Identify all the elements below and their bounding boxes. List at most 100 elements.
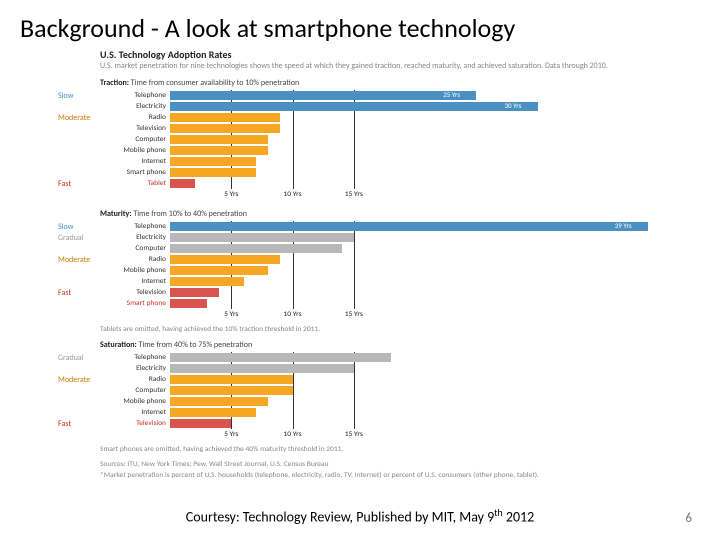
item-label: Radio	[100, 255, 170, 264]
item-label: Electricity	[100, 233, 170, 242]
bar	[170, 375, 293, 384]
bar-row: Smart phone	[100, 167, 660, 178]
bar	[170, 102, 538, 111]
category-label: Moderate	[58, 255, 90, 265]
x-axis: 5 Yrs 10 Yrs 15 Yrs	[170, 189, 660, 203]
category-label: Moderate	[58, 375, 90, 385]
bar-row: FastTelevision	[100, 418, 660, 429]
axis-tick: 15 Yrs	[345, 190, 363, 199]
item-label: Smart phone	[100, 168, 170, 177]
bar	[170, 157, 256, 166]
bar	[170, 168, 256, 177]
axis-tick: 15 Yrs	[345, 310, 363, 319]
bar-row: Computer	[100, 385, 660, 396]
item-label: Telephone	[100, 91, 170, 100]
slide-title: Background - A look at smartphone techno…	[0, 0, 720, 44]
section-header: Maturity: Time from 10% to 40% penetrati…	[100, 209, 660, 219]
bar	[170, 233, 354, 242]
bar-row: FastTelevision	[100, 287, 660, 298]
bar	[170, 386, 293, 395]
bar-row: ModerateRadio	[100, 254, 660, 265]
bar-row: Internet	[100, 156, 660, 167]
chart-container: U.S. Technology Adoption Rates U.S. mark…	[0, 44, 720, 480]
bar	[170, 364, 354, 373]
bar	[170, 91, 476, 100]
bar-row: ModerateRadio	[100, 374, 660, 385]
category-label: Fast	[58, 419, 71, 429]
page-number: 6	[685, 511, 692, 526]
item-label: Electricity	[100, 102, 170, 111]
item-label: Internet	[100, 277, 170, 286]
bar-row: Mobile phone	[100, 396, 660, 407]
item-label: Mobile phone	[100, 266, 170, 275]
bar-row: Mobile phone	[100, 265, 660, 276]
item-label: Internet	[100, 408, 170, 417]
bar	[170, 135, 268, 144]
category-label: Fast	[58, 179, 71, 189]
bar	[170, 179, 195, 188]
chart-note: *Market penetration is percent of U.S. h…	[100, 471, 660, 480]
item-label: Television	[100, 288, 170, 297]
bar-row: GradualElectricity	[100, 232, 660, 243]
bar	[170, 124, 280, 133]
chart-title: U.S. Technology Adoption Rates	[100, 48, 660, 61]
bar	[170, 255, 280, 264]
bar-row: Television	[100, 123, 660, 134]
bar	[170, 288, 219, 297]
chart-subtitle: U.S. market penetration for nine technol…	[100, 62, 660, 72]
section-footnote: Smart phones are omitted, having achieve…	[100, 445, 660, 454]
bar-row: GradualTelephone	[100, 352, 660, 363]
item-label: Radio	[100, 113, 170, 122]
courtesy-line: Courtesy: Technology Review, Published b…	[0, 507, 720, 526]
bar-value-label: 30 Yrs	[502, 101, 525, 110]
category-label: Slow	[58, 222, 73, 232]
item-label: Smart phone	[100, 299, 170, 308]
item-label: Computer	[100, 386, 170, 395]
axis-tick: 5 Yrs	[224, 190, 238, 199]
item-label: Computer	[100, 244, 170, 253]
bar	[170, 146, 268, 155]
bar	[170, 244, 342, 253]
item-label: Tablet	[100, 179, 170, 188]
category-label: Gradual	[58, 233, 84, 243]
bar-row: ModerateRadio	[100, 112, 660, 123]
category-label: Moderate	[58, 113, 90, 123]
bar	[170, 299, 207, 308]
bar	[170, 408, 256, 417]
item-label: Telephone	[100, 222, 170, 231]
bar-row: SlowTelephone25 Yrs	[100, 90, 660, 101]
item-label: Telephone	[100, 353, 170, 362]
section-header: Traction: Time from consumer availabilit…	[100, 78, 660, 88]
bar	[170, 277, 244, 286]
bar	[170, 266, 268, 275]
x-axis: 5 Yrs10 Yrs15 Yrs	[170, 309, 660, 323]
axis-tick: 10 Yrs	[283, 430, 301, 439]
bar-row: Smart phone	[100, 298, 660, 309]
axis-tick: 5 Yrs	[224, 430, 238, 439]
bar	[170, 113, 280, 122]
bar	[170, 222, 648, 231]
bar-group: GradualTelephoneElectricityModerateRadio…	[100, 352, 660, 429]
bar	[170, 419, 231, 428]
bar-row: Computer	[100, 243, 660, 254]
axis-tick: 5 Yrs	[224, 310, 238, 319]
section-footnote: Tablets are omitted, having achieved the…	[100, 325, 660, 334]
bar-row: Electricity 30 Yrs	[100, 101, 660, 112]
bar-group: SlowTelephone25 YrsElectricity30 YrsMode…	[100, 90, 660, 189]
bar-row: SlowTelephone39 Yrs	[100, 221, 660, 232]
item-label: Television	[100, 124, 170, 133]
bar	[170, 353, 391, 362]
bar-group: SlowTelephone39 YrsGradualElectricityCom…	[100, 221, 660, 309]
bar-row: Electricity	[100, 363, 660, 374]
bar-value-label: 39 Yrs	[612, 221, 635, 230]
item-label: Internet	[100, 157, 170, 166]
category-label: Fast	[58, 288, 71, 298]
bar-value-label: 25 Yrs	[440, 90, 463, 99]
item-label: Computer	[100, 135, 170, 144]
item-label: Television	[100, 419, 170, 428]
axis-tick: 10 Yrs	[283, 190, 301, 199]
bar-row: Computer	[100, 134, 660, 145]
category-label: Slow	[58, 91, 73, 101]
bar	[170, 397, 268, 406]
axis-tick: 15 Yrs	[345, 430, 363, 439]
